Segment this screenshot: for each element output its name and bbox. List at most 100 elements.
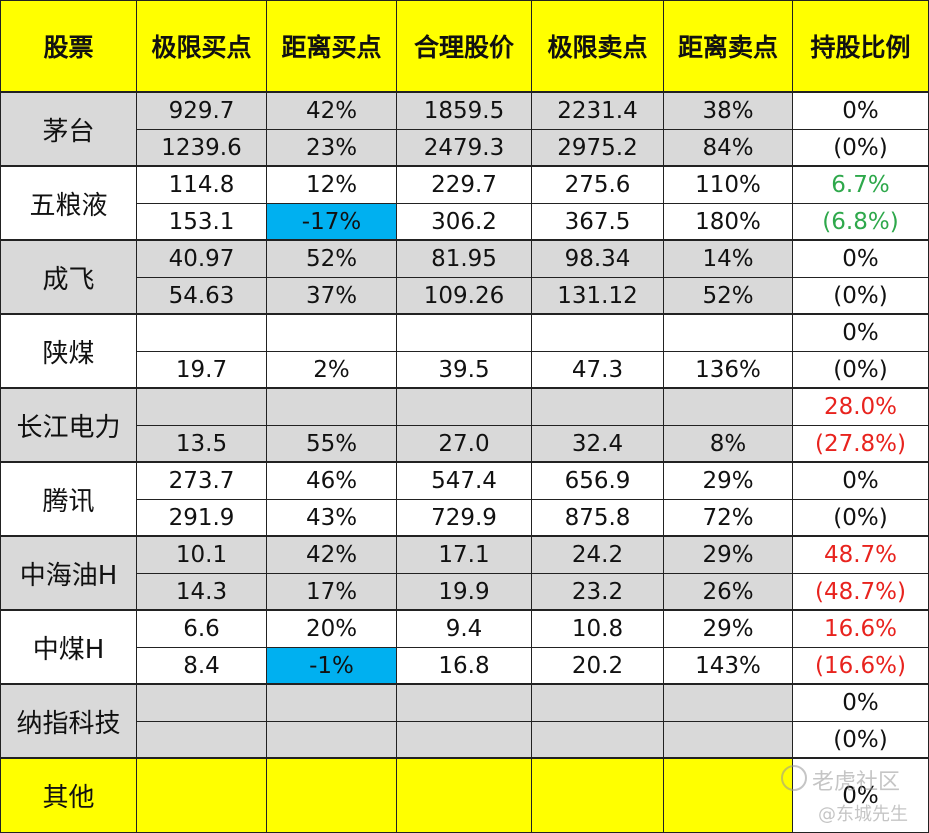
ratio-cell: (27.8%) xyxy=(793,426,929,463)
sell-price-cell: 656.9 xyxy=(532,463,664,500)
footer-cell xyxy=(267,759,397,833)
ratio-cell: (0%) xyxy=(793,352,929,389)
header-cell: 极限卖点 xyxy=(532,0,664,93)
dist-buy-cell xyxy=(267,722,397,759)
ratio-cell: (0%) xyxy=(793,722,929,759)
fair-price-cell: 1859.5 xyxy=(397,93,532,130)
sell-price-cell: 2231.4 xyxy=(532,93,664,130)
footer-ratio: 0% xyxy=(793,759,929,833)
dist-buy-cell xyxy=(267,315,397,352)
footer-cell xyxy=(397,759,532,833)
ratio-cell: 0% xyxy=(793,315,929,352)
fair-price-cell: 109.26 xyxy=(397,278,532,315)
dist-sell-cell: 52% xyxy=(664,278,793,315)
sell-price-cell: 875.8 xyxy=(532,500,664,537)
dist-buy-cell: 37% xyxy=(267,278,397,315)
fair-price-cell xyxy=(397,389,532,426)
buy-price-cell: 1239.6 xyxy=(137,130,267,167)
footer-cell xyxy=(532,759,664,833)
watermark-author: @东城先生 xyxy=(818,804,908,825)
sell-price-cell: 131.12 xyxy=(532,278,664,315)
ratio-cell: (16.6%) xyxy=(793,648,929,685)
ratio-cell: 28.0% xyxy=(793,389,929,426)
dist-sell-cell: 84% xyxy=(664,130,793,167)
fair-price-cell: 2479.3 xyxy=(397,130,532,167)
fair-price-cell: 229.7 xyxy=(397,167,532,204)
dist-sell-cell xyxy=(664,685,793,722)
fair-price-cell: 9.4 xyxy=(397,611,532,648)
footer-cell xyxy=(664,759,793,833)
stock-name: 中煤H xyxy=(0,611,137,685)
sell-price-cell xyxy=(532,389,664,426)
dist-sell-cell: 72% xyxy=(664,500,793,537)
fair-price-cell: 16.8 xyxy=(397,648,532,685)
dist-buy-cell: 42% xyxy=(267,537,397,574)
sell-price-cell: 10.8 xyxy=(532,611,664,648)
buy-price-cell: 114.8 xyxy=(137,167,267,204)
buy-price-cell: 54.63 xyxy=(137,278,267,315)
buy-price-cell xyxy=(137,315,267,352)
dist-sell-cell: 38% xyxy=(664,93,793,130)
fair-price-cell: 547.4 xyxy=(397,463,532,500)
ratio-cell: (48.7%) xyxy=(793,574,929,611)
dist-buy-cell: 23% xyxy=(267,130,397,167)
dist-buy-cell: 43% xyxy=(267,500,397,537)
fair-price-cell: 19.9 xyxy=(397,574,532,611)
ratio-cell: 0% xyxy=(793,685,929,722)
buy-price-cell: 291.9 xyxy=(137,500,267,537)
stock-name: 中海油H xyxy=(0,537,137,611)
header-cell: 距离卖点 xyxy=(664,0,793,93)
ratio-cell: 0% xyxy=(793,241,929,278)
fair-price-cell xyxy=(397,315,532,352)
ratio-cell: 16.6% xyxy=(793,611,929,648)
dist-buy-cell: 42% xyxy=(267,93,397,130)
dist-sell-cell: 143% xyxy=(664,648,793,685)
dist-sell-cell: 29% xyxy=(664,463,793,500)
dist-buy-cell xyxy=(267,685,397,722)
buy-price-cell: 14.3 xyxy=(137,574,267,611)
buy-price-cell: 13.5 xyxy=(137,426,267,463)
dist-sell-cell: 29% xyxy=(664,537,793,574)
stock-name: 陕煤 xyxy=(0,315,137,389)
fair-price-cell: 81.95 xyxy=(397,241,532,278)
footer-name: 其他 xyxy=(0,759,137,833)
dist-sell-cell: 14% xyxy=(664,241,793,278)
buy-price-cell xyxy=(137,389,267,426)
fair-price-cell xyxy=(397,685,532,722)
header-cell: 极限买点 xyxy=(137,0,267,93)
header-cell: 距离买点 xyxy=(267,0,397,93)
ratio-cell: 0% xyxy=(793,463,929,500)
dist-buy-cell: 20% xyxy=(267,611,397,648)
ratio-cell: (0%) xyxy=(793,278,929,315)
fair-price-cell: 39.5 xyxy=(397,352,532,389)
fair-price-cell xyxy=(397,722,532,759)
ratio-cell: 0% xyxy=(793,93,929,130)
dist-sell-cell xyxy=(664,389,793,426)
watermark-logo-icon xyxy=(781,765,807,791)
sell-price-cell xyxy=(532,722,664,759)
buy-price-cell xyxy=(137,722,267,759)
dist-sell-cell: 26% xyxy=(664,574,793,611)
buy-price-cell: 10.1 xyxy=(137,537,267,574)
sell-price-cell: 47.3 xyxy=(532,352,664,389)
dist-buy-cell: 17% xyxy=(267,574,397,611)
buy-price-cell: 153.1 xyxy=(137,204,267,241)
stock-name: 长江电力 xyxy=(0,389,137,463)
buy-price-cell: 40.97 xyxy=(137,241,267,278)
sell-price-cell: 98.34 xyxy=(532,241,664,278)
dist-buy-cell: -17% xyxy=(267,204,397,241)
dist-buy-cell: 2% xyxy=(267,352,397,389)
sell-price-cell: 367.5 xyxy=(532,204,664,241)
footer-cell xyxy=(137,759,267,833)
header-cell: 合理股价 xyxy=(397,0,532,93)
dist-sell-cell: 8% xyxy=(664,426,793,463)
sell-price-cell: 2975.2 xyxy=(532,130,664,167)
sell-price-cell: 275.6 xyxy=(532,167,664,204)
fair-price-cell: 17.1 xyxy=(397,537,532,574)
buy-price-cell: 929.7 xyxy=(137,93,267,130)
stock-name: 纳指科技 xyxy=(0,685,137,759)
sell-price-cell: 23.2 xyxy=(532,574,664,611)
dist-sell-cell xyxy=(664,315,793,352)
ratio-cell: 48.7% xyxy=(793,537,929,574)
